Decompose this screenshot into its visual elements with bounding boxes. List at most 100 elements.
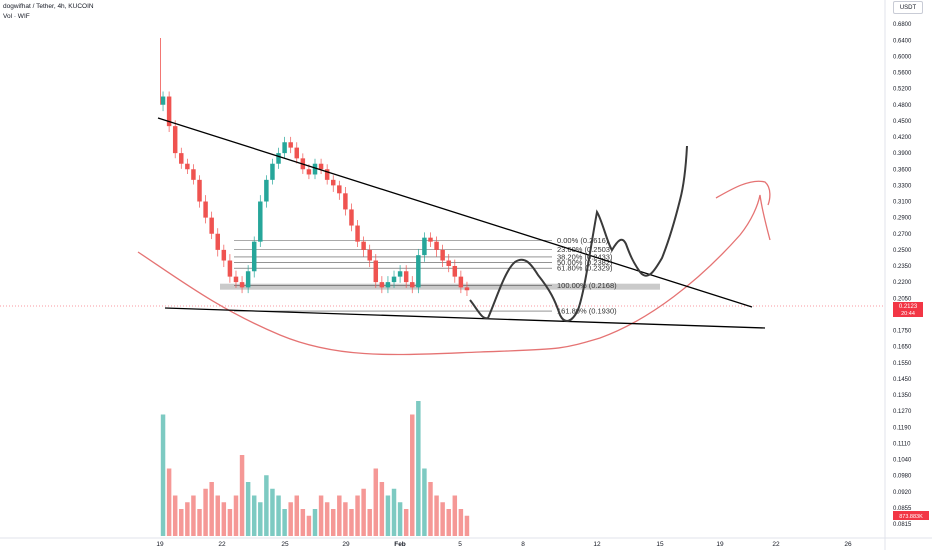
candle-body bbox=[422, 237, 427, 256]
volume-bar bbox=[288, 502, 293, 536]
time-tick-label: Feb bbox=[394, 541, 406, 548]
volume-bar bbox=[209, 482, 214, 536]
fib-zone-box[interactable] bbox=[220, 283, 660, 290]
candle-body bbox=[191, 169, 196, 180]
candle-body bbox=[391, 276, 397, 283]
volume-bar bbox=[403, 509, 409, 536]
volume-bar bbox=[203, 488, 208, 536]
candle-body bbox=[166, 96, 172, 127]
cup-handle-drawing[interactable] bbox=[715, 180, 771, 206]
candle-body bbox=[373, 260, 379, 283]
fib-level-label: 0.00% (0.2616) bbox=[557, 236, 609, 245]
price-tick-label: 0.1350 bbox=[893, 393, 912, 399]
fib-level-label: 38.20% (0.2433) bbox=[557, 252, 613, 261]
price-tick-label: 0.0815 bbox=[893, 522, 912, 528]
projection-sketch[interactable] bbox=[469, 145, 688, 322]
candle-body bbox=[251, 241, 257, 272]
candle-body bbox=[440, 249, 445, 261]
candle-body bbox=[209, 217, 214, 234]
last-price-badge bbox=[893, 302, 923, 317]
candle-body bbox=[385, 282, 391, 288]
volume-bar bbox=[191, 495, 196, 536]
candlestick-series bbox=[160, 38, 470, 297]
price-tick-label: 0.2500 bbox=[893, 248, 912, 254]
volume-value-badge bbox=[893, 511, 929, 520]
volume-bar bbox=[294, 495, 300, 536]
symbol-title[interactable]: dogwifhat / Tether, 4h, KUCOIN bbox=[3, 3, 94, 10]
candle-body bbox=[306, 169, 312, 175]
time-tick-label: 29 bbox=[342, 541, 350, 548]
volume-bar bbox=[337, 495, 342, 536]
resistance-trendline[interactable] bbox=[157, 117, 753, 308]
time-tick-label: 19 bbox=[716, 541, 724, 548]
price-tick-label: 0.4200 bbox=[893, 135, 912, 141]
volume-bar bbox=[276, 495, 281, 536]
price-axis[interactable]: 0.74000.68000.64000.60000.56000.52000.48… bbox=[893, 6, 912, 528]
volume-bar bbox=[452, 495, 458, 536]
volume-bar bbox=[330, 509, 336, 536]
candle-body bbox=[343, 193, 348, 210]
volume-bar bbox=[172, 495, 178, 536]
volume-bar bbox=[258, 502, 263, 536]
price-tick-label: 0.1550 bbox=[893, 361, 912, 367]
candle-body bbox=[270, 163, 275, 180]
volume-bar bbox=[464, 515, 470, 536]
price-tick-label: 0.1650 bbox=[893, 345, 912, 351]
candle-body bbox=[330, 179, 336, 186]
candle-body bbox=[361, 241, 366, 250]
support-trendline[interactable] bbox=[164, 307, 766, 329]
candle-body bbox=[203, 201, 208, 218]
time-tick-label: 25 bbox=[281, 541, 289, 548]
volume-bar bbox=[160, 414, 166, 536]
volume-bar bbox=[410, 414, 415, 536]
volume-bar bbox=[318, 495, 324, 536]
candle-body bbox=[416, 255, 421, 288]
time-tick-label: 19 bbox=[156, 541, 164, 548]
price-tick-label: 0.3300 bbox=[893, 183, 912, 189]
candle-body bbox=[197, 179, 202, 202]
candle-body bbox=[446, 260, 451, 266]
candle-body bbox=[324, 169, 330, 180]
candle-body bbox=[245, 271, 251, 288]
candle-body bbox=[464, 287, 470, 291]
volume-indicator-label[interactable]: Vol · WIF bbox=[3, 13, 30, 20]
volume-bar bbox=[306, 515, 312, 536]
volume-bar bbox=[361, 488, 366, 536]
volume-bar bbox=[379, 482, 385, 536]
cup-curve-drawing[interactable] bbox=[137, 194, 771, 356]
price-tick-label: 0.2900 bbox=[893, 216, 912, 222]
volume-bar bbox=[416, 401, 421, 536]
candle-body bbox=[355, 225, 360, 242]
candle-body bbox=[434, 241, 439, 250]
volume-bar bbox=[422, 468, 427, 536]
price-tick-label: 0.0980 bbox=[893, 474, 912, 480]
volume-bar bbox=[245, 482, 251, 536]
volume-bar bbox=[373, 468, 379, 536]
price-tick-label: 0.1110 bbox=[893, 441, 911, 447]
price-tick-label: 0.0920 bbox=[893, 490, 912, 496]
price-tick-label: 0.0855 bbox=[893, 506, 912, 512]
candle-body bbox=[312, 163, 318, 175]
price-tick-label: 0.1750 bbox=[893, 329, 912, 335]
fib-level-label: 50.00% (0.2382) bbox=[557, 258, 613, 267]
volume-bar bbox=[179, 509, 184, 536]
price-tick-label: 0.2050 bbox=[893, 296, 912, 302]
volume-bar bbox=[251, 495, 257, 536]
price-tick-label: 0.2700 bbox=[893, 232, 912, 238]
time-tick-label: 15 bbox=[656, 541, 664, 548]
volume-bar bbox=[385, 495, 391, 536]
candle-body bbox=[215, 233, 220, 250]
candle-body bbox=[367, 249, 372, 261]
candle-body bbox=[282, 142, 287, 154]
volume-bar bbox=[215, 495, 220, 536]
fib-retracement-drawing[interactable]: 0.00% (0.2616)23.60% (0.2503)38.20% (0.2… bbox=[220, 236, 660, 316]
currency-button[interactable]: USDT bbox=[893, 1, 923, 14]
time-axis[interactable]: 19 22 25 29 Feb 5 8 12 15 19 22 26 bbox=[156, 541, 852, 548]
candle-body bbox=[258, 201, 263, 242]
candle-body bbox=[276, 153, 281, 164]
price-tick-label: 0.1270 bbox=[893, 409, 912, 415]
time-tick-label: 8 bbox=[521, 541, 525, 548]
candle-body bbox=[160, 96, 166, 105]
candle-body bbox=[239, 282, 245, 288]
